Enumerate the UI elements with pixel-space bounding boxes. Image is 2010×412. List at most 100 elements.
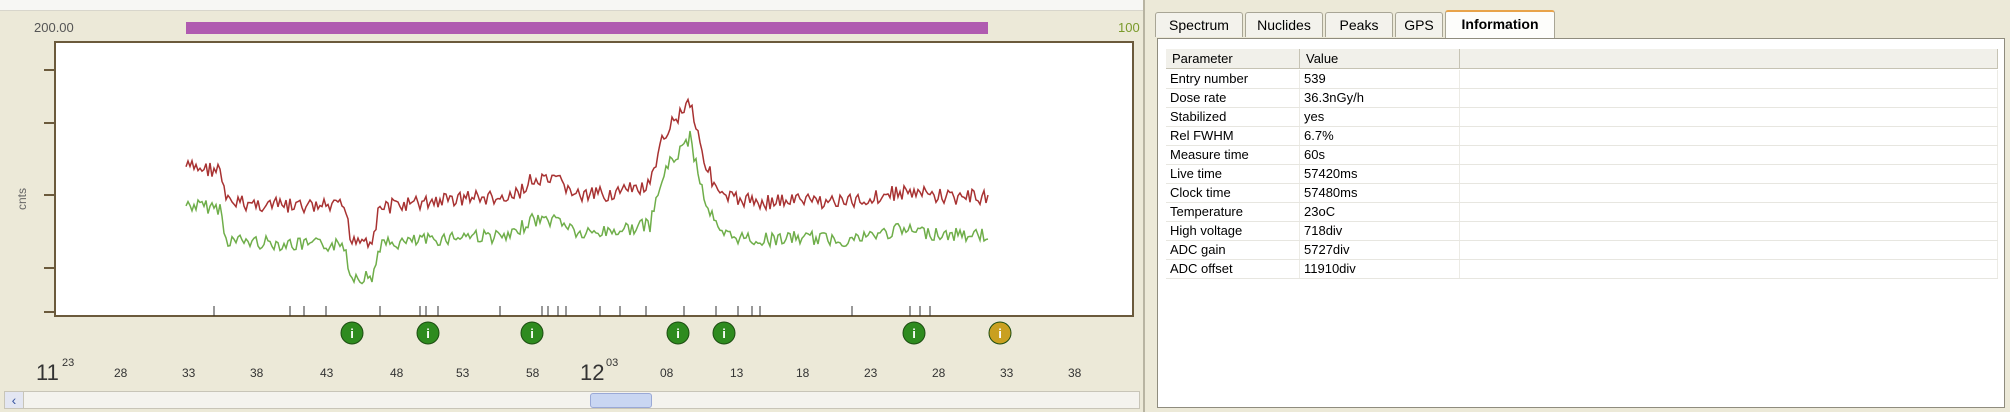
parameter-cell: High voltage (1166, 222, 1300, 240)
svg-text:i: i (912, 326, 916, 341)
chart-top-strip (0, 0, 1143, 11)
parameter-cell: Clock time (1166, 184, 1300, 202)
parameter-cell: Stabilized (1166, 108, 1300, 126)
tab-nuclides[interactable]: Nuclides (1245, 12, 1323, 37)
value-cell: 57480ms (1300, 184, 1460, 202)
table-row[interactable]: Live time 57420ms (1166, 165, 1998, 184)
tab-spectrum[interactable]: Spectrum (1155, 12, 1243, 37)
x-tick-label: 23 (864, 366, 878, 380)
x-tick-label: 08 (660, 366, 674, 380)
parameter-cell: Rel FWHM (1166, 127, 1300, 145)
x-day-label: 12 (580, 360, 604, 385)
info-marker-icon[interactable]: i (666, 321, 690, 345)
value-cell: 6.7% (1300, 127, 1460, 145)
scroll-left-arrow-icon[interactable]: ‹ (5, 392, 24, 408)
empty-cell (1460, 127, 1998, 145)
parameter-cell: Measure time (1166, 146, 1300, 164)
series-upper-line (185, 97, 989, 250)
value-cell: 5727div (1300, 241, 1460, 259)
x-day-suffix: 23 (62, 357, 74, 369)
svg-text:i: i (350, 326, 354, 341)
horizontal-scrollbar[interactable]: ‹ (4, 391, 1140, 409)
y-top-label: 200.00 (34, 20, 74, 35)
value-cell: 11910div (1300, 260, 1460, 278)
parameter-cell: Entry number (1166, 70, 1300, 88)
table-row[interactable]: Dose rate 36.3nGy/h (1166, 89, 1998, 108)
column-header-parameter[interactable]: Parameter (1166, 49, 1300, 69)
empty-cell (1460, 260, 1998, 278)
table-row[interactable]: Measure time 60s (1166, 146, 1998, 165)
column-header-blank (1460, 49, 1998, 69)
parameter-cell: ADC gain (1166, 241, 1300, 259)
table-row[interactable]: Stabilized yes (1166, 108, 1998, 127)
x-tick-label: 28 (114, 366, 128, 380)
x-tick-label: 28 (932, 366, 946, 380)
empty-cell (1460, 241, 1998, 259)
scroll-thumb[interactable] (590, 393, 652, 408)
value-cell: 23oC (1300, 203, 1460, 221)
empty-cell (1460, 222, 1998, 240)
table-row[interactable]: ADC gain 5727div (1166, 241, 1998, 260)
range-bar (186, 22, 988, 34)
svg-text:i: i (998, 326, 1002, 341)
x-tick-label: 33 (182, 366, 196, 380)
empty-cell (1460, 89, 1998, 107)
x-tick-label: 43 (320, 366, 334, 380)
info-marker-icon[interactable]: i (712, 321, 736, 345)
parameter-cell: Temperature (1166, 203, 1300, 221)
empty-cell (1460, 146, 1998, 164)
info-marker-icon[interactable]: i (520, 321, 544, 345)
x-tick-label: 38 (250, 366, 264, 380)
tab-gps[interactable]: GPS (1395, 12, 1443, 37)
value-cell: 57420ms (1300, 165, 1460, 183)
value-cell: 718div (1300, 222, 1460, 240)
parameter-cell: Dose rate (1166, 89, 1300, 107)
series-lower-line (185, 130, 989, 285)
information-panel: Parameter Value Entry number 539 Dose rat… (1157, 38, 2005, 408)
x-tick-label: 18 (796, 366, 810, 380)
x-tick-label: 48 (390, 366, 404, 380)
tab-peaks[interactable]: Peaks (1325, 12, 1393, 37)
info-marker-icon[interactable]: i (988, 321, 1012, 345)
y-axis (44, 69, 55, 313)
svg-text:i: i (676, 326, 680, 341)
empty-cell (1460, 108, 1998, 126)
value-cell: yes (1300, 108, 1460, 126)
x-tick-label: 53 (456, 366, 470, 380)
y-right-label: 100 (1118, 20, 1140, 35)
x-tick-label: 13 (730, 366, 744, 380)
table-row[interactable]: Rel FWHM 6.7% (1166, 127, 1998, 146)
tab-information[interactable]: Information (1445, 10, 1555, 38)
parameter-cell: ADC offset (1166, 260, 1300, 278)
value-cell: 539 (1300, 70, 1460, 88)
empty-cell (1460, 203, 1998, 221)
svg-text:i: i (530, 326, 534, 341)
info-marker-icon[interactable]: i (340, 321, 364, 345)
x-tick-label: 38 (1068, 366, 1082, 380)
event-ticks (213, 306, 931, 316)
plot-area (54, 41, 1134, 317)
x-tick-label: 58 (526, 366, 540, 380)
column-header-value[interactable]: Value (1300, 49, 1460, 69)
info-marker-icon[interactable]: i (416, 321, 440, 345)
x-day-label: 11 (36, 360, 59, 385)
table-row[interactable]: Clock time 57480ms (1166, 184, 1998, 203)
table-row[interactable]: Temperature 23oC (1166, 203, 1998, 222)
table-row[interactable]: ADC offset 11910div (1166, 260, 1998, 279)
table-row[interactable]: High voltage 718div (1166, 222, 1998, 241)
info-marker-icon[interactable]: i (902, 321, 926, 345)
table-row[interactable]: Entry number 539 (1166, 70, 1998, 89)
empty-cell (1460, 70, 1998, 88)
info-pane: Spectrum Nuclides Peaks GPS Information … (1147, 0, 2010, 412)
value-cell: 36.3nGy/h (1300, 89, 1460, 107)
empty-cell (1460, 184, 1998, 202)
value-cell: 60s (1300, 146, 1460, 164)
x-tick-label: 33 (1000, 366, 1014, 380)
parameter-cell: Live time (1166, 165, 1300, 183)
x-day-suffix: 03 (606, 357, 618, 369)
y-axis-label: cnts (15, 188, 29, 210)
